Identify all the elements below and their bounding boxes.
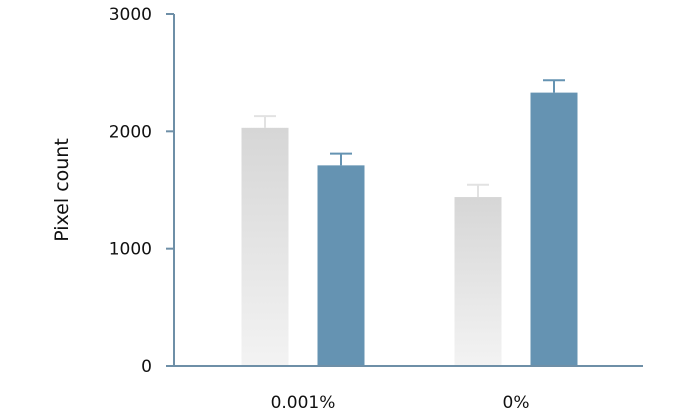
bar: [454, 197, 502, 366]
y-tick-label: 1000: [109, 240, 152, 260]
error-bar: [330, 152, 352, 166]
bar: [317, 165, 365, 366]
bar: [530, 92, 578, 366]
x-tick-label: 0.001%: [271, 393, 336, 413]
y-tick-label: 2000: [109, 122, 152, 142]
error-bar: [467, 183, 489, 198]
x-tick-label: 0%: [503, 393, 530, 413]
bar: [241, 127, 289, 367]
error-bar: [543, 79, 565, 93]
y-ticks-layer: 0 1000 2000 3000: [109, 5, 174, 377]
y-tick-label: 0: [141, 357, 152, 377]
y-tick-label: 3000: [109, 5, 152, 25]
y-axis-title: Pixel count: [51, 138, 73, 242]
x-labels-layer: 0.001% 0%: [271, 393, 530, 413]
bars-layer: [241, 79, 578, 367]
error-bar: [254, 115, 276, 128]
